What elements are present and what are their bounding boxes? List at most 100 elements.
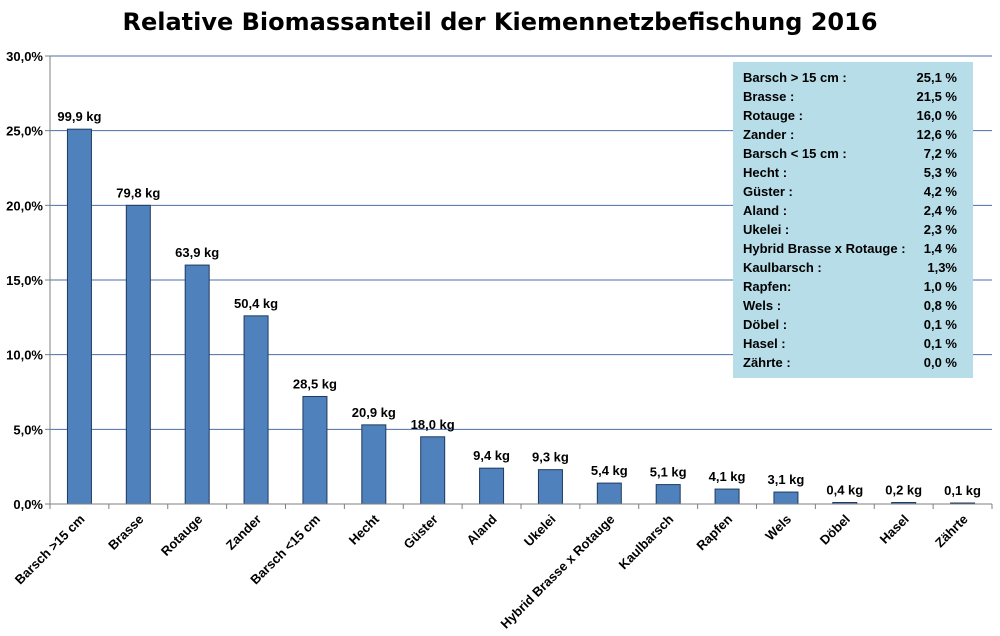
x-tick-label: Aland (464, 511, 500, 547)
data-label: 9,4 kg (473, 448, 510, 463)
legend-row: Hecht : 5,3 % (743, 165, 965, 184)
legend-percent: 1,0 % (923, 279, 957, 294)
legend-row: Wels : 0,8 % (743, 298, 965, 317)
legend-row: Rotauge : 16,0 % (743, 108, 965, 127)
data-label: 28,5 kg (293, 376, 337, 391)
legend-species: Zander : (743, 127, 795, 142)
legend-row: Ukelei : 2,3 % (743, 222, 965, 241)
bar (302, 395, 328, 505)
x-tick-label: Rotauge (158, 512, 205, 559)
legend-species: Rotauge : (743, 108, 803, 123)
legend-species: Döbel : (743, 317, 788, 332)
legend-species: Hasel : (743, 336, 786, 351)
bar (773, 491, 799, 505)
bar (243, 315, 269, 505)
data-label: 50,4 kg (234, 296, 278, 311)
data-label: 5,1 kg (650, 465, 687, 480)
legend-row: Rapfen: 1,0 % (743, 279, 965, 298)
x-tick-label: Ukelei (521, 512, 559, 550)
data-label: 63,9 kg (175, 245, 219, 260)
legend-species: Kaulbarsch : (743, 260, 822, 275)
bar (596, 482, 622, 505)
x-tick-label: Wels (762, 512, 794, 544)
legend-percent: 0,0 % (923, 355, 957, 370)
legend-species: Güster : (743, 184, 793, 199)
data-label: 18,0 kg (411, 417, 455, 432)
legend-species: Zährte : (743, 355, 791, 370)
legend-percent: 4,2 % (923, 184, 957, 199)
data-label: 99,9 kg (57, 109, 101, 124)
bar (184, 264, 210, 505)
legend-row: Zährte : 0,0 % (743, 355, 965, 374)
bar (537, 469, 563, 505)
legend-row: Güster : 4,2 % (743, 184, 965, 203)
data-label: 0,1 kg (944, 483, 981, 498)
y-tick-label: 0,0% (13, 497, 43, 512)
legend-percent: 1,3% (927, 260, 957, 275)
legend-row: Hybrid Brasse x Rotauge : 1,4 % (743, 241, 965, 260)
legend-row: Döbel : 0,1 % (743, 317, 965, 336)
data-label: 79,8 kg (116, 185, 160, 200)
legend-species: Hecht : (743, 165, 788, 180)
bar (125, 204, 151, 505)
legend-species: Rapfen: (743, 279, 792, 294)
x-tick-label: Barsch >15 cm (12, 512, 88, 588)
legend-percent: 0,8 % (923, 298, 957, 313)
y-tick-label: 15,0% (6, 273, 43, 288)
legend-percent: 25,1 % (916, 70, 957, 85)
legend-percent: 7,2 % (923, 146, 957, 161)
bar (66, 128, 92, 505)
legend-percent: 1,4 % (923, 241, 957, 256)
legend-species: Barsch > 15 cm : (743, 70, 847, 85)
legend-species: Aland : (743, 203, 788, 218)
x-tick-label: Hecht (346, 511, 383, 548)
bar (714, 488, 740, 505)
x-tick-label: Kaulbarsch (616, 511, 677, 572)
legend-species: Hybrid Brasse x Rotauge : (743, 241, 906, 256)
x-tick-label: Güster (401, 512, 441, 552)
data-labels: 99,9 kg 79,8 kg 63,9 kg 50,4 kg 28,5 kg 20,9 … (57, 109, 981, 498)
x-tick-label: Zährte (932, 512, 971, 551)
legend-percent: 2,4 % (923, 203, 957, 218)
y-tick-label: 30,0% (6, 49, 43, 64)
legend-row: Barsch < 15 cm : 7,2 % (743, 146, 965, 165)
data-label: 3,1 kg (768, 472, 805, 487)
x-tick-label: Hybrid Brasse x Rotauge (498, 512, 618, 632)
data-label: 0,4 kg (826, 483, 863, 498)
bar (420, 436, 446, 505)
bar (361, 424, 387, 505)
bars (66, 128, 976, 505)
x-tick-label: Brasse (105, 512, 146, 553)
legend-row: Aland : 2,4 % (743, 203, 965, 222)
legend-species: Brasse : (743, 89, 795, 104)
x-tick-label: Zander (223, 512, 264, 553)
bar (655, 484, 681, 505)
legend-percent: 2,3 % (923, 222, 957, 237)
legend-percent: 5,3 % (923, 165, 957, 180)
data-label: 5,4 kg (591, 463, 628, 478)
legend-percent: 0,1 % (923, 336, 957, 351)
data-label: 0,2 kg (885, 483, 922, 498)
data-label: 20,9 kg (352, 405, 396, 420)
legend-row: Zander : 12,6 % (743, 127, 965, 146)
legend-percent: 16,0 % (916, 108, 957, 123)
y-tick-label: 5,0% (13, 422, 43, 437)
legend-row: Barsch > 15 cm : 25,1 % (743, 70, 965, 89)
x-tick-label: Hasel (877, 512, 912, 547)
data-label: 4,1 kg (709, 469, 746, 484)
legend-percent: 12,6 % (916, 127, 957, 142)
bar (479, 467, 505, 505)
data-label: 9,3 kg (532, 450, 569, 465)
x-tick-label: Döbel (817, 512, 853, 548)
y-tick-label: 25,0% (6, 124, 43, 139)
legend-row: Kaulbarsch : 1,3% (743, 260, 965, 279)
legend-row: Hasel : 0,1 % (743, 336, 965, 355)
legend-species: Ukelei : (743, 222, 790, 237)
legend-percent: 0,1 % (923, 317, 957, 332)
legend-species: Barsch < 15 cm : (743, 146, 847, 161)
legend-box: Barsch > 15 cm : 25,1 % Brasse : 21,5 % Rota… (733, 62, 973, 378)
y-tick-label: 20,0% (6, 198, 43, 213)
legend-species: Wels : (743, 298, 782, 313)
